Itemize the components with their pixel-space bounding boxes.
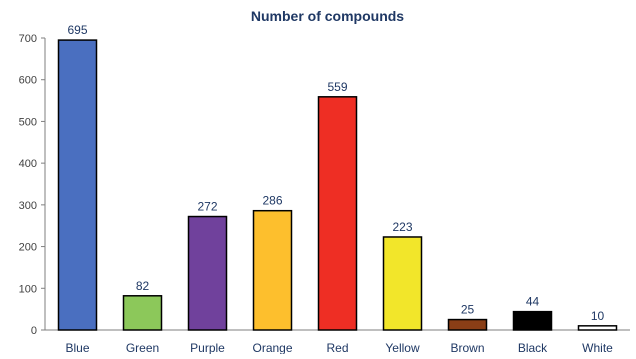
bars-group xyxy=(57,39,618,331)
bar-yellow xyxy=(382,236,423,331)
data-label-green: 82 xyxy=(136,279,150,293)
data-label-red: 559 xyxy=(327,80,347,94)
chart-title: Number of compounds xyxy=(251,8,404,24)
y-tick-label: 0 xyxy=(31,325,37,337)
x-tick-label-brown: Brown xyxy=(450,341,484,354)
y-tick-label: 600 xyxy=(19,75,37,87)
y-axis-ticks: 0 100 200 300 400 500 600 700 xyxy=(19,33,45,337)
x-tick-label-purple: Purple xyxy=(190,341,225,354)
bar-orange xyxy=(252,209,293,331)
data-labels-group: 695 82 272 286 559 223 25 44 10 xyxy=(67,23,604,323)
y-tick-label: 200 xyxy=(19,242,37,254)
bar-purple xyxy=(187,215,228,331)
data-label-black: 44 xyxy=(526,295,540,309)
x-tick-label-red: Red xyxy=(326,341,348,354)
data-label-blue: 695 xyxy=(67,23,87,37)
data-label-brown: 25 xyxy=(461,303,475,317)
bar-black xyxy=(512,310,553,331)
bar-red xyxy=(317,96,358,331)
bar-brown xyxy=(447,318,488,331)
y-tick-label: 500 xyxy=(19,116,37,128)
x-tick-label-orange: Orange xyxy=(252,341,292,354)
bar-green xyxy=(122,295,163,331)
data-label-purple: 272 xyxy=(197,200,217,214)
x-tick-label-blue: Blue xyxy=(65,341,89,354)
x-tick-label-black: Black xyxy=(518,341,548,354)
x-axis-ticks: Blue Green Purple Orange Red Yellow Brown Black… xyxy=(65,341,613,355)
data-label-yellow: 223 xyxy=(392,220,412,234)
y-tick-label: 100 xyxy=(19,283,37,295)
data-label-white: 10 xyxy=(591,309,605,323)
x-tick-label-white: White xyxy=(582,341,613,354)
data-label-orange: 286 xyxy=(262,194,282,208)
bar-blue xyxy=(57,39,98,331)
y-tick-label: 300 xyxy=(19,200,37,212)
x-tick-label-green: Green xyxy=(126,341,159,354)
x-tick-label-yellow: Yellow xyxy=(385,341,420,354)
bar-white xyxy=(577,325,618,331)
y-tick-label: 400 xyxy=(19,158,37,170)
y-tick-label: 700 xyxy=(19,33,37,45)
